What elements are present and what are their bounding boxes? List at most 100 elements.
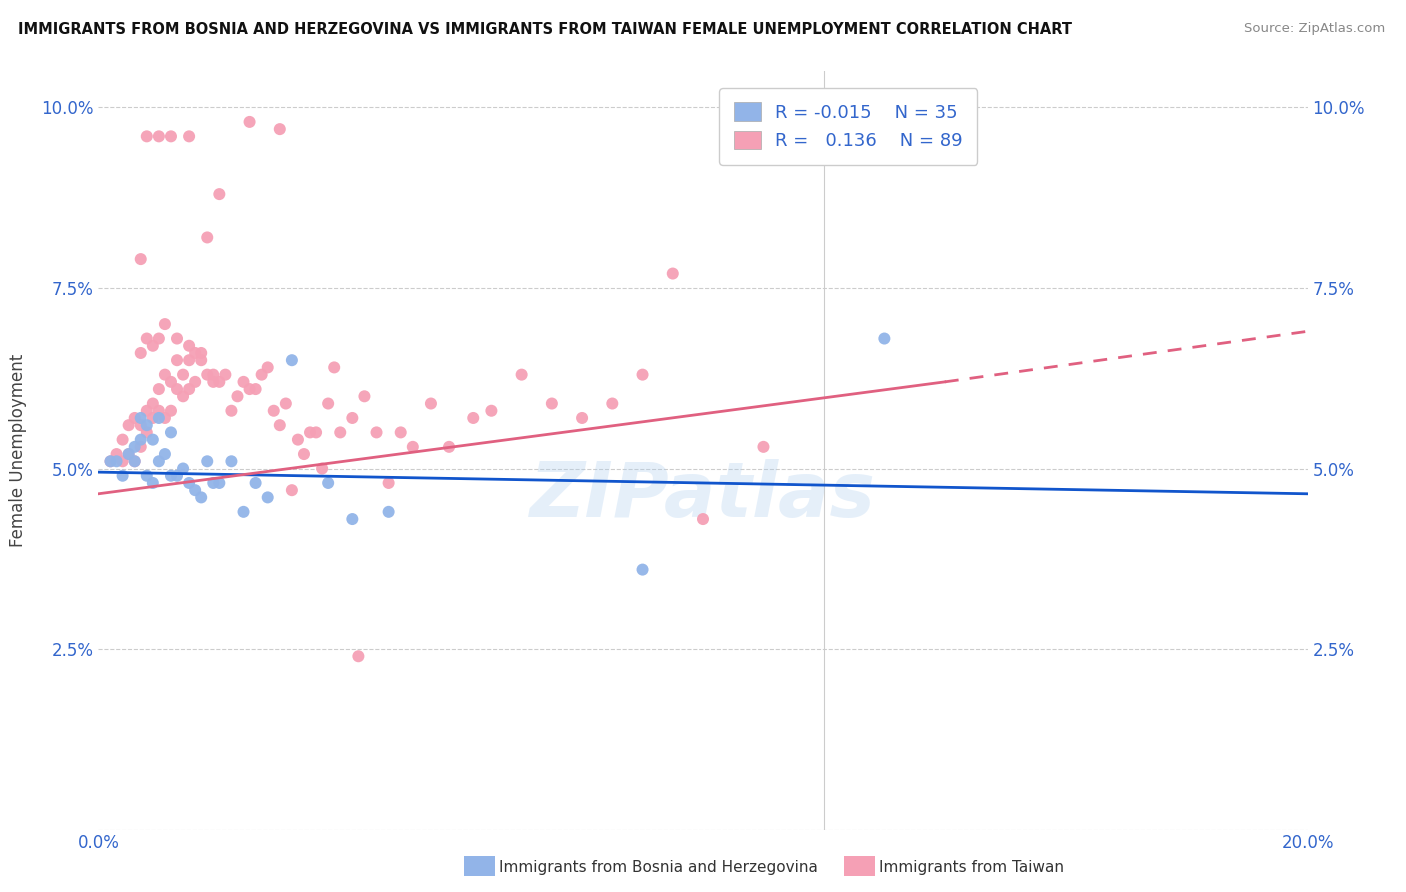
Point [184,346,207,360]
Point [142,433,165,447]
Point [153,447,176,461]
Point [142,396,165,410]
Point [402,440,425,454]
Point [239,115,262,129]
Point [190,353,212,368]
Point [179,382,201,396]
Point [329,425,352,440]
Point [142,475,165,490]
Point [142,339,165,353]
Point [631,563,654,577]
Point [316,475,339,490]
Point [111,468,134,483]
Point [160,375,183,389]
Point [287,433,309,447]
Point [129,433,152,447]
Point [124,411,146,425]
Point [377,505,399,519]
Point [100,454,122,468]
Point [602,396,624,410]
Point [631,368,654,382]
Point [172,389,194,403]
Point [208,375,231,389]
Point [245,475,267,490]
Point [142,411,165,425]
Point [389,425,412,440]
Point [292,447,315,461]
Point [111,433,134,447]
Point [135,468,157,483]
Point [190,346,212,360]
Text: Source: ZipAtlas.com: Source: ZipAtlas.com [1244,22,1385,36]
Point [184,375,207,389]
Point [208,187,231,202]
Point [184,483,207,498]
Point [540,396,562,410]
Point [166,382,188,396]
Point [752,440,775,454]
Point [160,425,183,440]
Point [208,475,231,490]
Point [195,368,218,382]
Point [166,468,188,483]
Point [239,382,262,396]
Point [226,389,249,403]
Point [202,368,225,382]
Point [366,425,388,440]
Point [129,346,152,360]
Point [263,403,285,417]
Point [571,411,593,425]
Point [153,368,176,382]
Point [221,454,243,468]
Legend: R = -0.015    N = 35, R =   0.136    N = 89: R = -0.015 N = 35, R = 0.136 N = 89 [718,88,977,165]
Point [256,491,278,505]
Point [129,440,152,454]
Point [232,505,254,519]
Point [124,440,146,454]
Point [124,454,146,468]
Point [148,382,170,396]
Y-axis label: Female Unemployment: Female Unemployment [10,354,27,547]
Point [118,418,141,433]
Point [148,411,170,425]
Point [100,454,122,468]
Point [353,389,375,403]
Point [269,122,291,136]
Point [172,368,194,382]
Point [250,368,273,382]
Point [463,411,485,425]
Point [129,418,152,433]
Point [111,454,134,468]
Point [124,454,146,468]
Point [232,375,254,389]
Point [166,332,188,346]
Point [420,396,443,410]
Point [481,403,503,417]
Point [135,332,157,346]
Point [281,483,304,498]
Point [190,491,212,505]
Point [692,512,714,526]
Point [148,129,170,144]
Point [118,447,141,461]
Point [281,353,304,368]
Point [269,418,291,433]
Point [342,411,364,425]
Point [129,252,152,266]
Point [160,129,183,144]
Point [153,411,176,425]
Point [160,468,183,483]
Point [160,403,183,417]
Point [135,418,157,433]
Point [179,353,201,368]
Point [148,454,170,468]
Text: Immigrants from Taiwan: Immigrants from Taiwan [879,860,1064,874]
Point [437,440,460,454]
Point [311,461,333,475]
Point [153,317,176,331]
Point [256,360,278,375]
Text: IMMIGRANTS FROM BOSNIA AND HERZEGOVINA VS IMMIGRANTS FROM TAIWAN FEMALE UNEMPLOY: IMMIGRANTS FROM BOSNIA AND HERZEGOVINA V… [18,22,1073,37]
Point [214,368,236,382]
Point [202,375,225,389]
Point [105,447,128,461]
